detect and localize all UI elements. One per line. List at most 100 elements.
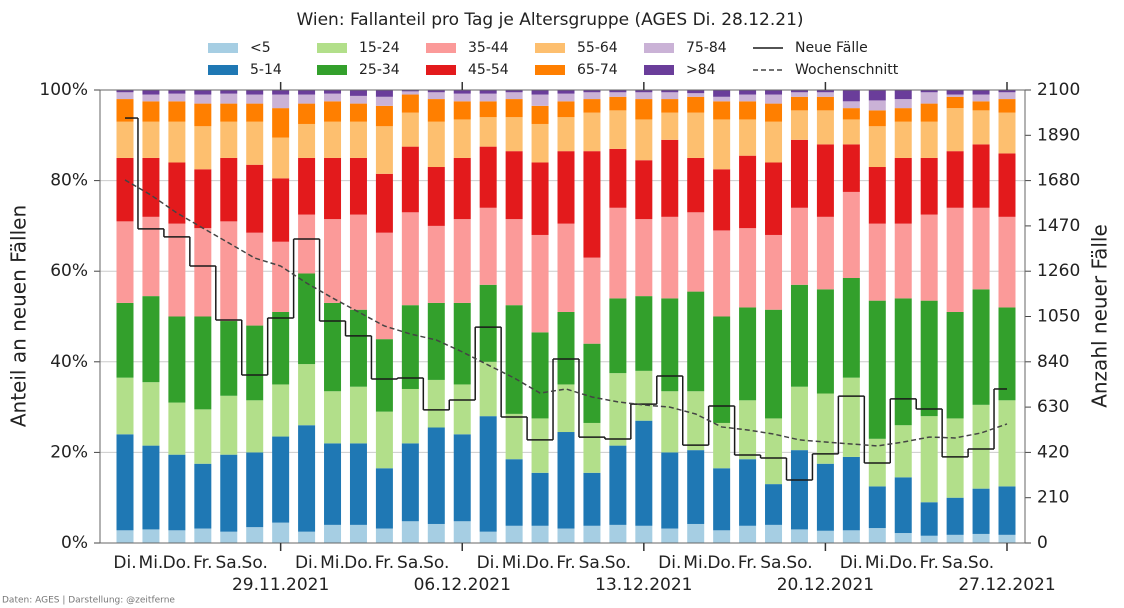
bar-segment (635, 525, 653, 543)
legend-swatch (208, 43, 238, 53)
bar-segment (298, 531, 316, 543)
bar-segment (661, 452, 679, 529)
bar-segment (816, 92, 834, 97)
bar-segment (427, 121, 445, 168)
bar-segment (505, 99, 523, 118)
y2-tick-label: 1680 (1037, 171, 1080, 191)
bar-segment (661, 216, 679, 299)
bar-segment (583, 112, 601, 152)
x-tick-label: So. (423, 553, 449, 573)
bar-segment (790, 92, 808, 97)
bar-segment (453, 101, 471, 120)
bar-segment (557, 93, 575, 102)
x-tick-label: So. (605, 553, 631, 573)
bar-segment (479, 101, 497, 118)
bar-segment (713, 468, 731, 531)
bar-segment (765, 162, 783, 235)
bar-segment (920, 214, 938, 301)
bar-segment (998, 216, 1016, 308)
bar-segment (609, 110, 627, 149)
y-tick-label: 80% (50, 171, 88, 191)
bar-segment (194, 228, 212, 317)
x-tick-label: So. (786, 553, 812, 573)
bar-segment (998, 400, 1016, 487)
bar-segment (790, 284, 808, 387)
bar-segment (972, 144, 990, 208)
bar-segment (765, 121, 783, 163)
bar-segment (194, 94, 212, 104)
bar-segment (505, 525, 523, 543)
y2-tick-label: 1260 (1037, 261, 1080, 281)
bar-segment (401, 146, 419, 213)
bar-segment (246, 164, 264, 233)
bar-segment (298, 214, 316, 274)
bar-segment (272, 137, 290, 179)
bar-segment (765, 418, 783, 485)
bar-segment (557, 384, 575, 433)
bar-segment (349, 443, 367, 525)
x-tick-label: Sa. (579, 553, 606, 573)
bar-segment (713, 316, 731, 423)
bar-segment (816, 110, 834, 145)
bar-segment (349, 309, 367, 387)
bar-segment (998, 307, 1016, 401)
bar-segment (324, 524, 342, 543)
y2-tick-label: 2100 (1037, 80, 1080, 100)
bar-segment (946, 108, 964, 152)
bar-segment (609, 207, 627, 299)
bar-segment (868, 167, 886, 224)
bar-segment (142, 90, 160, 95)
bar-segment (427, 523, 445, 543)
bar-segment (946, 151, 964, 208)
bar-segment (531, 472, 549, 526)
bar-segment (375, 96, 393, 106)
bar-segment (635, 296, 653, 371)
bar-segment (894, 108, 912, 122)
bar-segment (557, 101, 575, 118)
bar-segment (687, 90, 705, 94)
bar-segment (609, 445, 627, 525)
bar-segment (687, 523, 705, 543)
bar-segment (557, 117, 575, 152)
legend-label: 35-44 (468, 40, 509, 56)
bar-segment (453, 93, 471, 102)
bar-segment (687, 157, 705, 213)
bar-segment (246, 90, 264, 95)
bar-segment (609, 148, 627, 208)
bar-segment (609, 298, 627, 374)
bar-segment (920, 157, 938, 215)
bar-segment (946, 207, 964, 312)
bar-segment (220, 93, 238, 104)
bar-segment (505, 219, 523, 306)
bar-segment (116, 99, 134, 122)
bar-segment (453, 302, 471, 385)
bar-segment (453, 219, 471, 303)
bar-segment (583, 90, 601, 93)
x-tick-label: 20.12.2021 (777, 575, 874, 595)
x-tick-label: 29.11.2021 (232, 575, 329, 595)
bar-segment (713, 90, 731, 97)
bar-segment (349, 386, 367, 444)
bar-segment (531, 525, 549, 543)
bar-segment (194, 90, 212, 95)
y2-tick-label: 1470 (1037, 216, 1080, 236)
bar-segment (375, 105, 393, 127)
x-tick-label: 27.12.2021 (958, 575, 1055, 595)
bar-segment (531, 162, 549, 235)
bar-segment (661, 528, 679, 543)
bar-segment (272, 241, 290, 312)
bar-segment (375, 411, 393, 469)
bar-segment (116, 157, 134, 222)
bar-segment (401, 212, 419, 306)
bar-segment (765, 524, 783, 543)
legend-label: 5-14 (250, 62, 282, 78)
bar-segment (583, 99, 601, 113)
bar-segment (790, 90, 808, 93)
bar-segment (998, 92, 1016, 100)
bar-segment (765, 103, 783, 122)
bar-segment (868, 126, 886, 168)
bar-segment (246, 325, 264, 401)
legend-label: >84 (686, 62, 716, 78)
y-tick-label: 20% (50, 442, 88, 462)
